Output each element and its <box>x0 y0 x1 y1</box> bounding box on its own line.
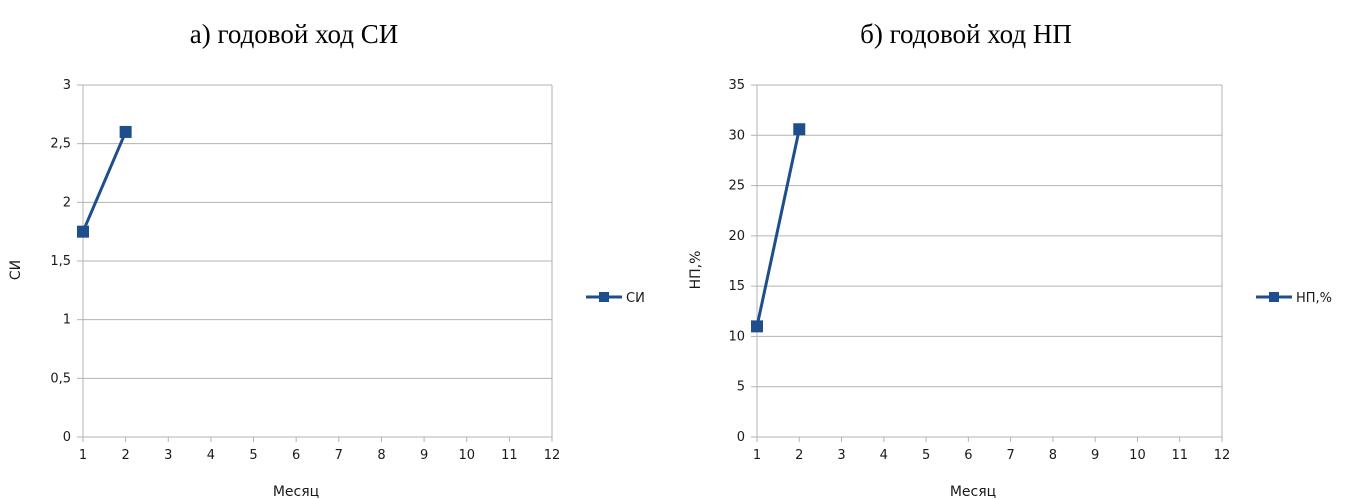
x-tick-label: 8 <box>377 448 385 463</box>
x-tick-label: 11 <box>1171 448 1188 463</box>
y-tick-label: 10 <box>728 329 745 344</box>
x-tick-label: 5 <box>249 448 257 463</box>
x-tick-label: 7 <box>335 448 343 463</box>
x-tick-label: 6 <box>964 448 972 463</box>
x-tick-label: 3 <box>837 448 845 463</box>
chart-title: б) годовой ход НП <box>860 19 1072 49</box>
legend-label: СИ <box>626 291 645 306</box>
data-point-marker <box>77 225 89 238</box>
x-tick-label: 3 <box>164 448 172 463</box>
x-tick-label: 1 <box>753 448 761 463</box>
x-axis-label: Месяц <box>273 484 319 500</box>
y-axis-label: СИ <box>8 260 24 280</box>
legend-marker <box>1269 292 1279 302</box>
x-tick-label: 4 <box>880 448 888 463</box>
x-tick-label: 2 <box>121 448 129 463</box>
y-tick-label: 1,5 <box>50 254 71 269</box>
y-tick-label: 5 <box>737 380 745 395</box>
y-tick-label: 0,5 <box>50 371 71 386</box>
y-tick-label: 20 <box>728 229 745 244</box>
x-tick-label: 9 <box>1091 448 1099 463</box>
y-tick-label: 30 <box>728 128 745 143</box>
legend-label: НП,% <box>1296 291 1332 306</box>
chart-title: а) годовой ход СИ <box>190 19 399 49</box>
y-tick-label: 0 <box>63 430 71 445</box>
x-tick-label: 10 <box>1129 448 1146 463</box>
data-point-marker <box>751 320 763 333</box>
y-axis-label: НП,% <box>688 251 704 290</box>
y-tick-label: 2 <box>63 195 71 210</box>
y-tick-label: 0 <box>737 430 745 445</box>
x-tick-label: 5 <box>922 448 930 463</box>
x-tick-label: 6 <box>292 448 300 463</box>
y-tick-label: 3 <box>63 78 71 93</box>
x-tick-label: 10 <box>458 448 475 463</box>
y-tick-label: 25 <box>728 179 745 194</box>
x-tick-label: 11 <box>501 448 518 463</box>
x-tick-label: 8 <box>1049 448 1057 463</box>
x-tick-label: 2 <box>795 448 803 463</box>
x-tick-label: 4 <box>207 448 215 463</box>
y-tick-label: 15 <box>728 279 745 294</box>
x-tick-label: 9 <box>420 448 428 463</box>
x-tick-label: 1 <box>79 448 87 463</box>
x-axis-label: Месяц <box>950 484 996 500</box>
y-tick-label: 2,5 <box>50 137 71 152</box>
legend-marker <box>599 292 609 302</box>
y-tick-label: 35 <box>728 78 745 93</box>
y-tick-label: 1 <box>63 313 71 328</box>
series-line <box>81 131 128 233</box>
series-line <box>755 128 801 327</box>
x-tick-label: 12 <box>1214 448 1231 463</box>
x-tick-label: 12 <box>544 448 561 463</box>
data-point-marker <box>119 125 132 138</box>
x-tick-label: 7 <box>1006 448 1014 463</box>
data-point-marker <box>793 123 806 136</box>
